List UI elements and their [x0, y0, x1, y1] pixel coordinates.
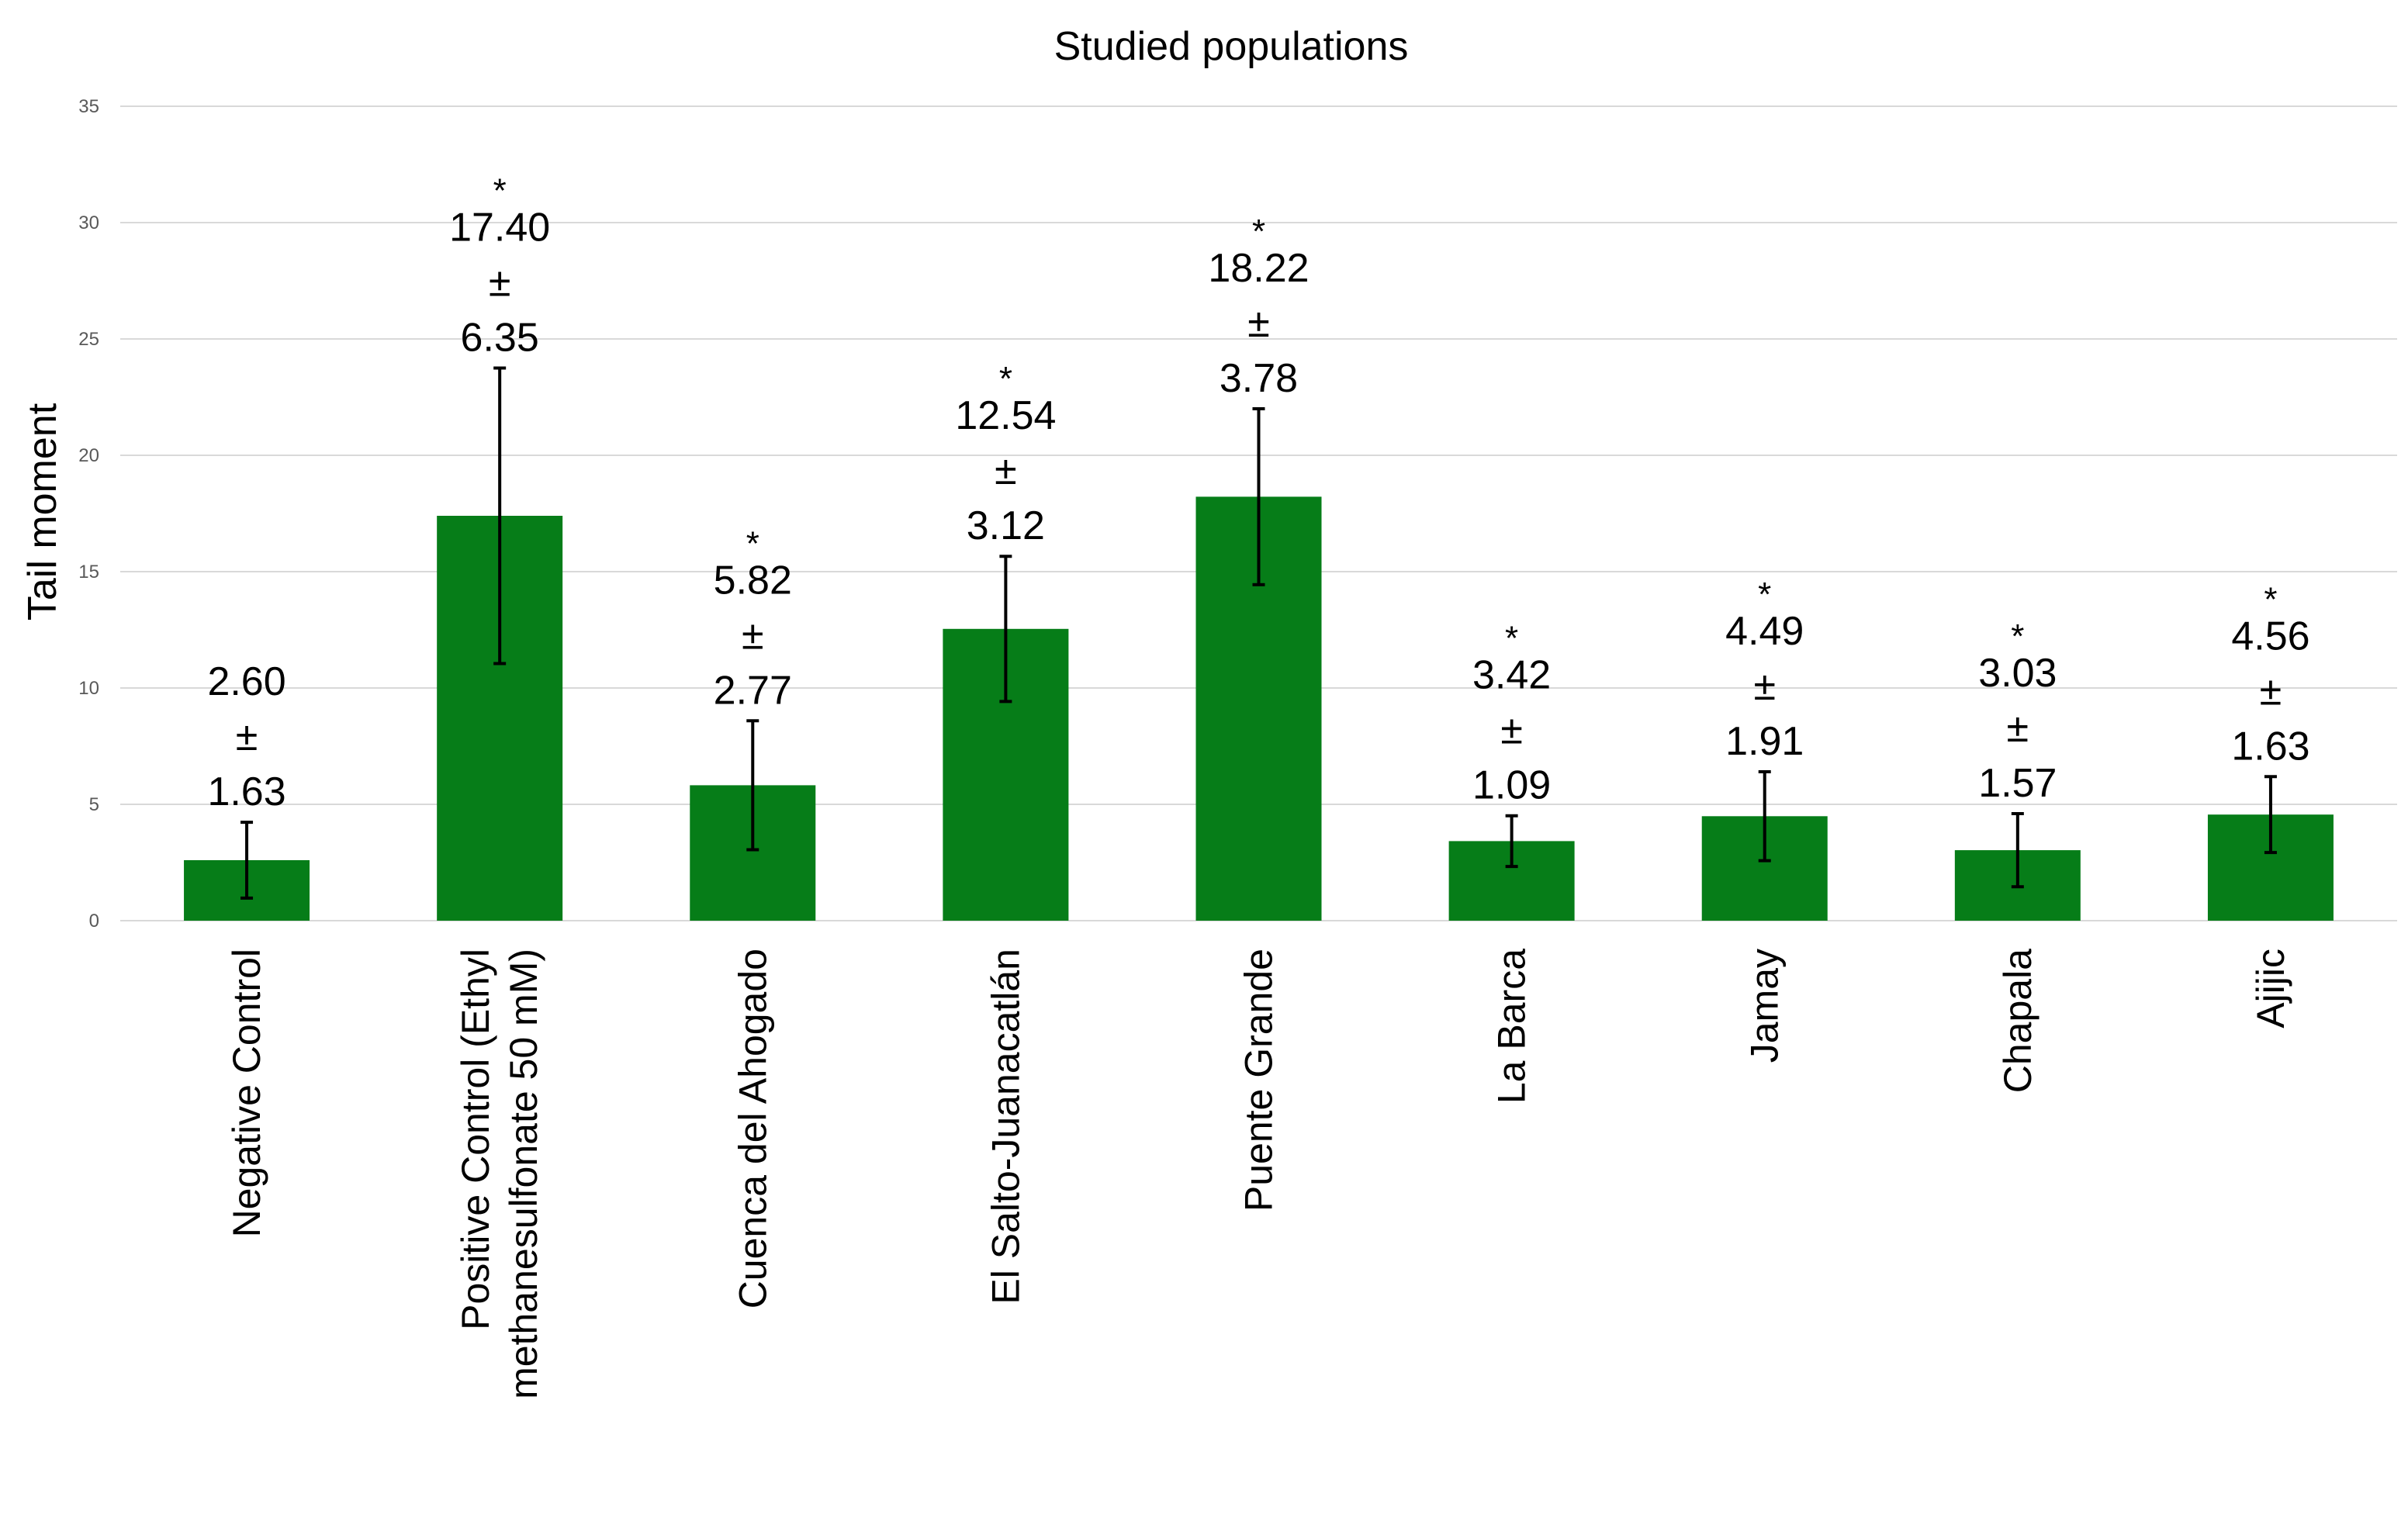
data-label: ± [2260, 669, 2282, 714]
data-label: 1.57 [1978, 761, 2057, 806]
bars [184, 496, 2334, 921]
y-tick-label: 25 [78, 329, 99, 350]
y-tick-label: 0 [89, 911, 99, 932]
category-label-line: Puente Grande [1237, 949, 1281, 1212]
category-label: El Salto-Juanacatlán [984, 949, 1027, 1305]
category-label-line: La Barca [1490, 949, 1534, 1104]
data-label: ± [742, 613, 764, 658]
data-label: ± [1500, 708, 1523, 753]
error-bar [1505, 814, 1518, 869]
y-axis-label: Tail moment [20, 403, 65, 621]
data-label: 2.77 [714, 668, 792, 713]
error-bars [240, 366, 2277, 900]
category-label: Ajijic [2249, 949, 2292, 1028]
data-label: ± [995, 448, 1017, 493]
category-label: Negative Control [225, 949, 268, 1237]
y-tick-label: 5 [89, 794, 99, 815]
data-label: 1.09 [1472, 763, 1551, 808]
data-label: 12.54 [955, 393, 1056, 438]
y-tick-label: 15 [78, 562, 99, 583]
y-axis-ticks: 0 5 10 15 20 25 30 35 [78, 96, 99, 932]
data-label: 4.56 [2231, 614, 2309, 659]
y-tick-label: 30 [78, 213, 99, 233]
error-bar [240, 821, 254, 900]
data-label: 18.22 [1208, 246, 1309, 291]
category-label-line: Jamay [1743, 949, 1787, 1063]
data-label: 6.35 [461, 316, 539, 361]
category-label-line: Ajijic [2249, 949, 2292, 1028]
significance-mark: * [746, 524, 759, 562]
data-label: 3.78 [1220, 356, 1298, 401]
data-label: ± [1753, 664, 1776, 709]
data-label: 4.49 [1725, 609, 1804, 654]
error-bar [2011, 812, 2024, 889]
error-bar [746, 719, 759, 852]
error-bar [493, 366, 507, 665]
data-label: 17.40 [449, 206, 550, 251]
error-bar [2264, 775, 2277, 855]
category-label: Jamay [1743, 949, 1787, 1063]
chart-title: Studied populations [1054, 24, 1409, 69]
data-label: 3.12 [967, 503, 1045, 548]
y-tick-label: 20 [78, 445, 99, 466]
category-label-line: Chapala [1996, 949, 2040, 1093]
category-label: Positive Control (Ethyl methanesulfonate … [454, 949, 545, 1399]
data-label: 3.03 [1978, 651, 2057, 696]
y-tick-label: 35 [78, 96, 99, 117]
data-label: ± [1247, 301, 1270, 346]
error-bar [1758, 770, 1771, 863]
data-label: 2.60 [207, 659, 285, 704]
data-label: 1.91 [1725, 719, 1804, 764]
significance-mark: * [999, 360, 1012, 398]
significance-mark: * [2011, 617, 2024, 655]
error-bar [999, 555, 1012, 704]
data-label: 1.63 [207, 769, 285, 814]
data-label: 3.42 [1472, 653, 1551, 698]
category-label-line: Negative Control [225, 949, 268, 1237]
data-label: ± [489, 261, 511, 306]
significance-mark: * [493, 172, 507, 210]
category-label-line: methanesulfonate 50 mM) [502, 949, 545, 1399]
data-label: ± [236, 714, 258, 759]
category-label: La Barca [1490, 949, 1534, 1104]
category-label-line: Cuenca del Ahogado [731, 949, 774, 1308]
significance-mark: * [1505, 620, 1518, 658]
y-tick-label: 10 [78, 678, 99, 699]
data-label: 5.82 [714, 558, 792, 603]
error-bar [1252, 407, 1265, 586]
significance-mark: * [1252, 213, 1265, 251]
data-label: ± [2007, 706, 2029, 751]
data-label: 1.63 [2231, 724, 2309, 769]
data-labels: 1.63±2.606.35±17.40*2.77±5.82* 3.12±12.54… [207, 172, 2309, 815]
category-label: Chapala [1996, 949, 2040, 1093]
category-label: Puente Grande [1237, 949, 1281, 1212]
significance-mark: * [1758, 576, 1771, 614]
significance-mark: * [2264, 580, 2277, 618]
category-label-line: El Salto-Juanacatlán [984, 949, 1027, 1305]
category-label-line: Positive Control (Ethyl [454, 949, 497, 1330]
category-label: Cuenca del Ahogado [731, 949, 774, 1308]
category-labels: Negative Control Positive Control (Ethyl m… [225, 949, 2292, 1399]
